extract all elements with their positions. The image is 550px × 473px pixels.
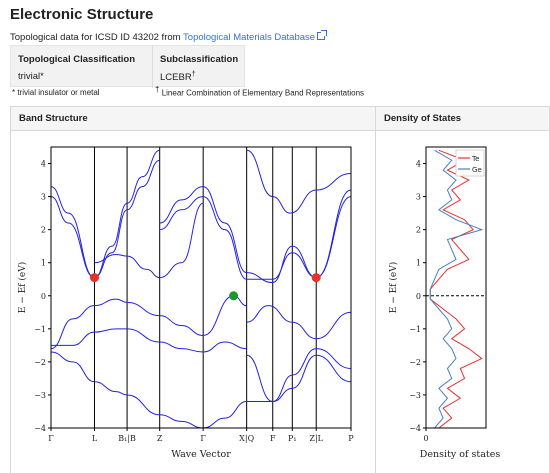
y-tick-label: 1 (41, 259, 46, 268)
band-structure-chart: Γ L B₁|B Z Γ X|Q F P₁ Z|L P −4 −3 −2 −1 0 1 2 3 4 Wave Vect… (17, 146, 354, 460)
band-lines (51, 149, 351, 428)
dos-chart: −4 −3 −2 −1 0 1 2 3 4 Te Ge 0 Density of states E − E… (388, 146, 501, 460)
kpoint-label: Γ (48, 434, 54, 443)
dagger-mark: † (191, 71, 196, 78)
topological-database-link[interactable]: Topological Materials Database (183, 30, 328, 43)
band-structure-header: Band Structure (11, 107, 375, 131)
band-line (159, 196, 351, 280)
link-label: Topological Materials Database (183, 32, 316, 43)
subclassification-column: Subclassification LCEBR† (153, 46, 246, 88)
x-axis-label: Wave Vector (171, 449, 231, 460)
y-tick-label: 2 (416, 226, 421, 235)
classification-value: trivial* (18, 71, 44, 82)
red-marker (311, 273, 321, 283)
band-line (246, 305, 351, 340)
y-tick-label: −4 (34, 424, 46, 433)
legend-label: Te (471, 155, 479, 163)
band-structure-title: Band Structure (19, 113, 88, 124)
kpoint-label: F (270, 434, 276, 443)
green-marker (229, 291, 239, 301)
subtitle: Topological data for ICSD ID 43202 from … (10, 30, 328, 43)
y-tick-label: −1 (34, 325, 46, 334)
dos-series-line (429, 149, 484, 429)
y-tick-label: −3 (409, 391, 421, 400)
y-axis-label: E − Ef (eV) (388, 262, 399, 313)
band-line (51, 159, 160, 279)
legend-label: Ge (472, 166, 482, 174)
page-title: Electronic Structure (10, 6, 154, 23)
red-marker (89, 273, 99, 283)
footnote-dagger: † (155, 85, 160, 94)
dos-series-line (429, 149, 483, 429)
x-tick-label: 0 (423, 434, 428, 443)
band-line (51, 295, 247, 350)
dos-title: Density of States (384, 113, 462, 124)
kpoint-label: P (348, 434, 354, 443)
kpoint-label: P₁ (288, 434, 297, 443)
subclassification-header: Subclassification (160, 54, 239, 65)
subclass-label: LCEBR (160, 72, 192, 84)
lcebr-footnote: † Linear Combination of Elementary Band … (155, 85, 364, 98)
band-structure-panel: Band Structure Γ L B₁|B Z Γ X|Q F P₁ Z|L P −4 −3 −2 −… (10, 106, 376, 473)
y-tick-label: 0 (41, 292, 46, 301)
dos-panel: Density of States −4 −3 −2 −1 0 1 2 3 4 Te Ge 0 Dens… (375, 106, 550, 473)
y-tick-label: −2 (34, 358, 46, 367)
x-axis-label: Density of states (420, 449, 501, 460)
subtitle-text: Topological data for ICSD ID 43202 from (10, 32, 181, 43)
kpoint-label: X|Q (239, 434, 254, 443)
band-line (246, 354, 351, 403)
band-line (94, 202, 204, 279)
y-tick-label: −2 (409, 358, 421, 367)
kpoint-label: L (92, 434, 98, 443)
plot-frame (50, 146, 352, 429)
legend-box (455, 149, 485, 177)
external-link-icon (317, 30, 328, 40)
dos-header: Density of States (376, 107, 549, 131)
y-tick-label: −3 (34, 391, 46, 400)
y-tick-label: −1 (409, 325, 421, 334)
band-line (51, 149, 160, 279)
classification-table: Topological Classification trivial* Subc… (10, 45, 246, 88)
plot-frame (425, 146, 487, 429)
classification-column: Topological Classification trivial* (11, 46, 153, 88)
y-tick-label: 0 (416, 292, 421, 301)
y-tick-label: 3 (416, 193, 421, 202)
y-tick-label: 1 (416, 259, 421, 268)
kpoint-label: B₁|B (118, 434, 136, 443)
kpoint-label: Γ (200, 434, 206, 443)
kpoint-label: Z (157, 434, 163, 443)
y-axis-label: E − Ef (eV) (17, 262, 28, 313)
kpoint-label: Z|L (309, 434, 323, 443)
band-line (51, 348, 351, 428)
band-line (159, 186, 351, 284)
classification-header: Topological Classification (18, 54, 136, 65)
y-tick-label: 4 (416, 160, 421, 169)
y-tick-label: 4 (41, 160, 46, 169)
trivial-footnote: * trivial insulator or metal (12, 88, 100, 97)
band-line (51, 328, 247, 353)
band-line (246, 149, 351, 214)
y-tick-label: 3 (41, 193, 46, 202)
subclassification-value: LCEBR† (160, 71, 196, 83)
y-tick-label: −4 (409, 424, 421, 433)
footnote-text: Linear Combination of Elementary Band Re… (161, 88, 365, 98)
y-tick-label: 2 (41, 226, 46, 235)
